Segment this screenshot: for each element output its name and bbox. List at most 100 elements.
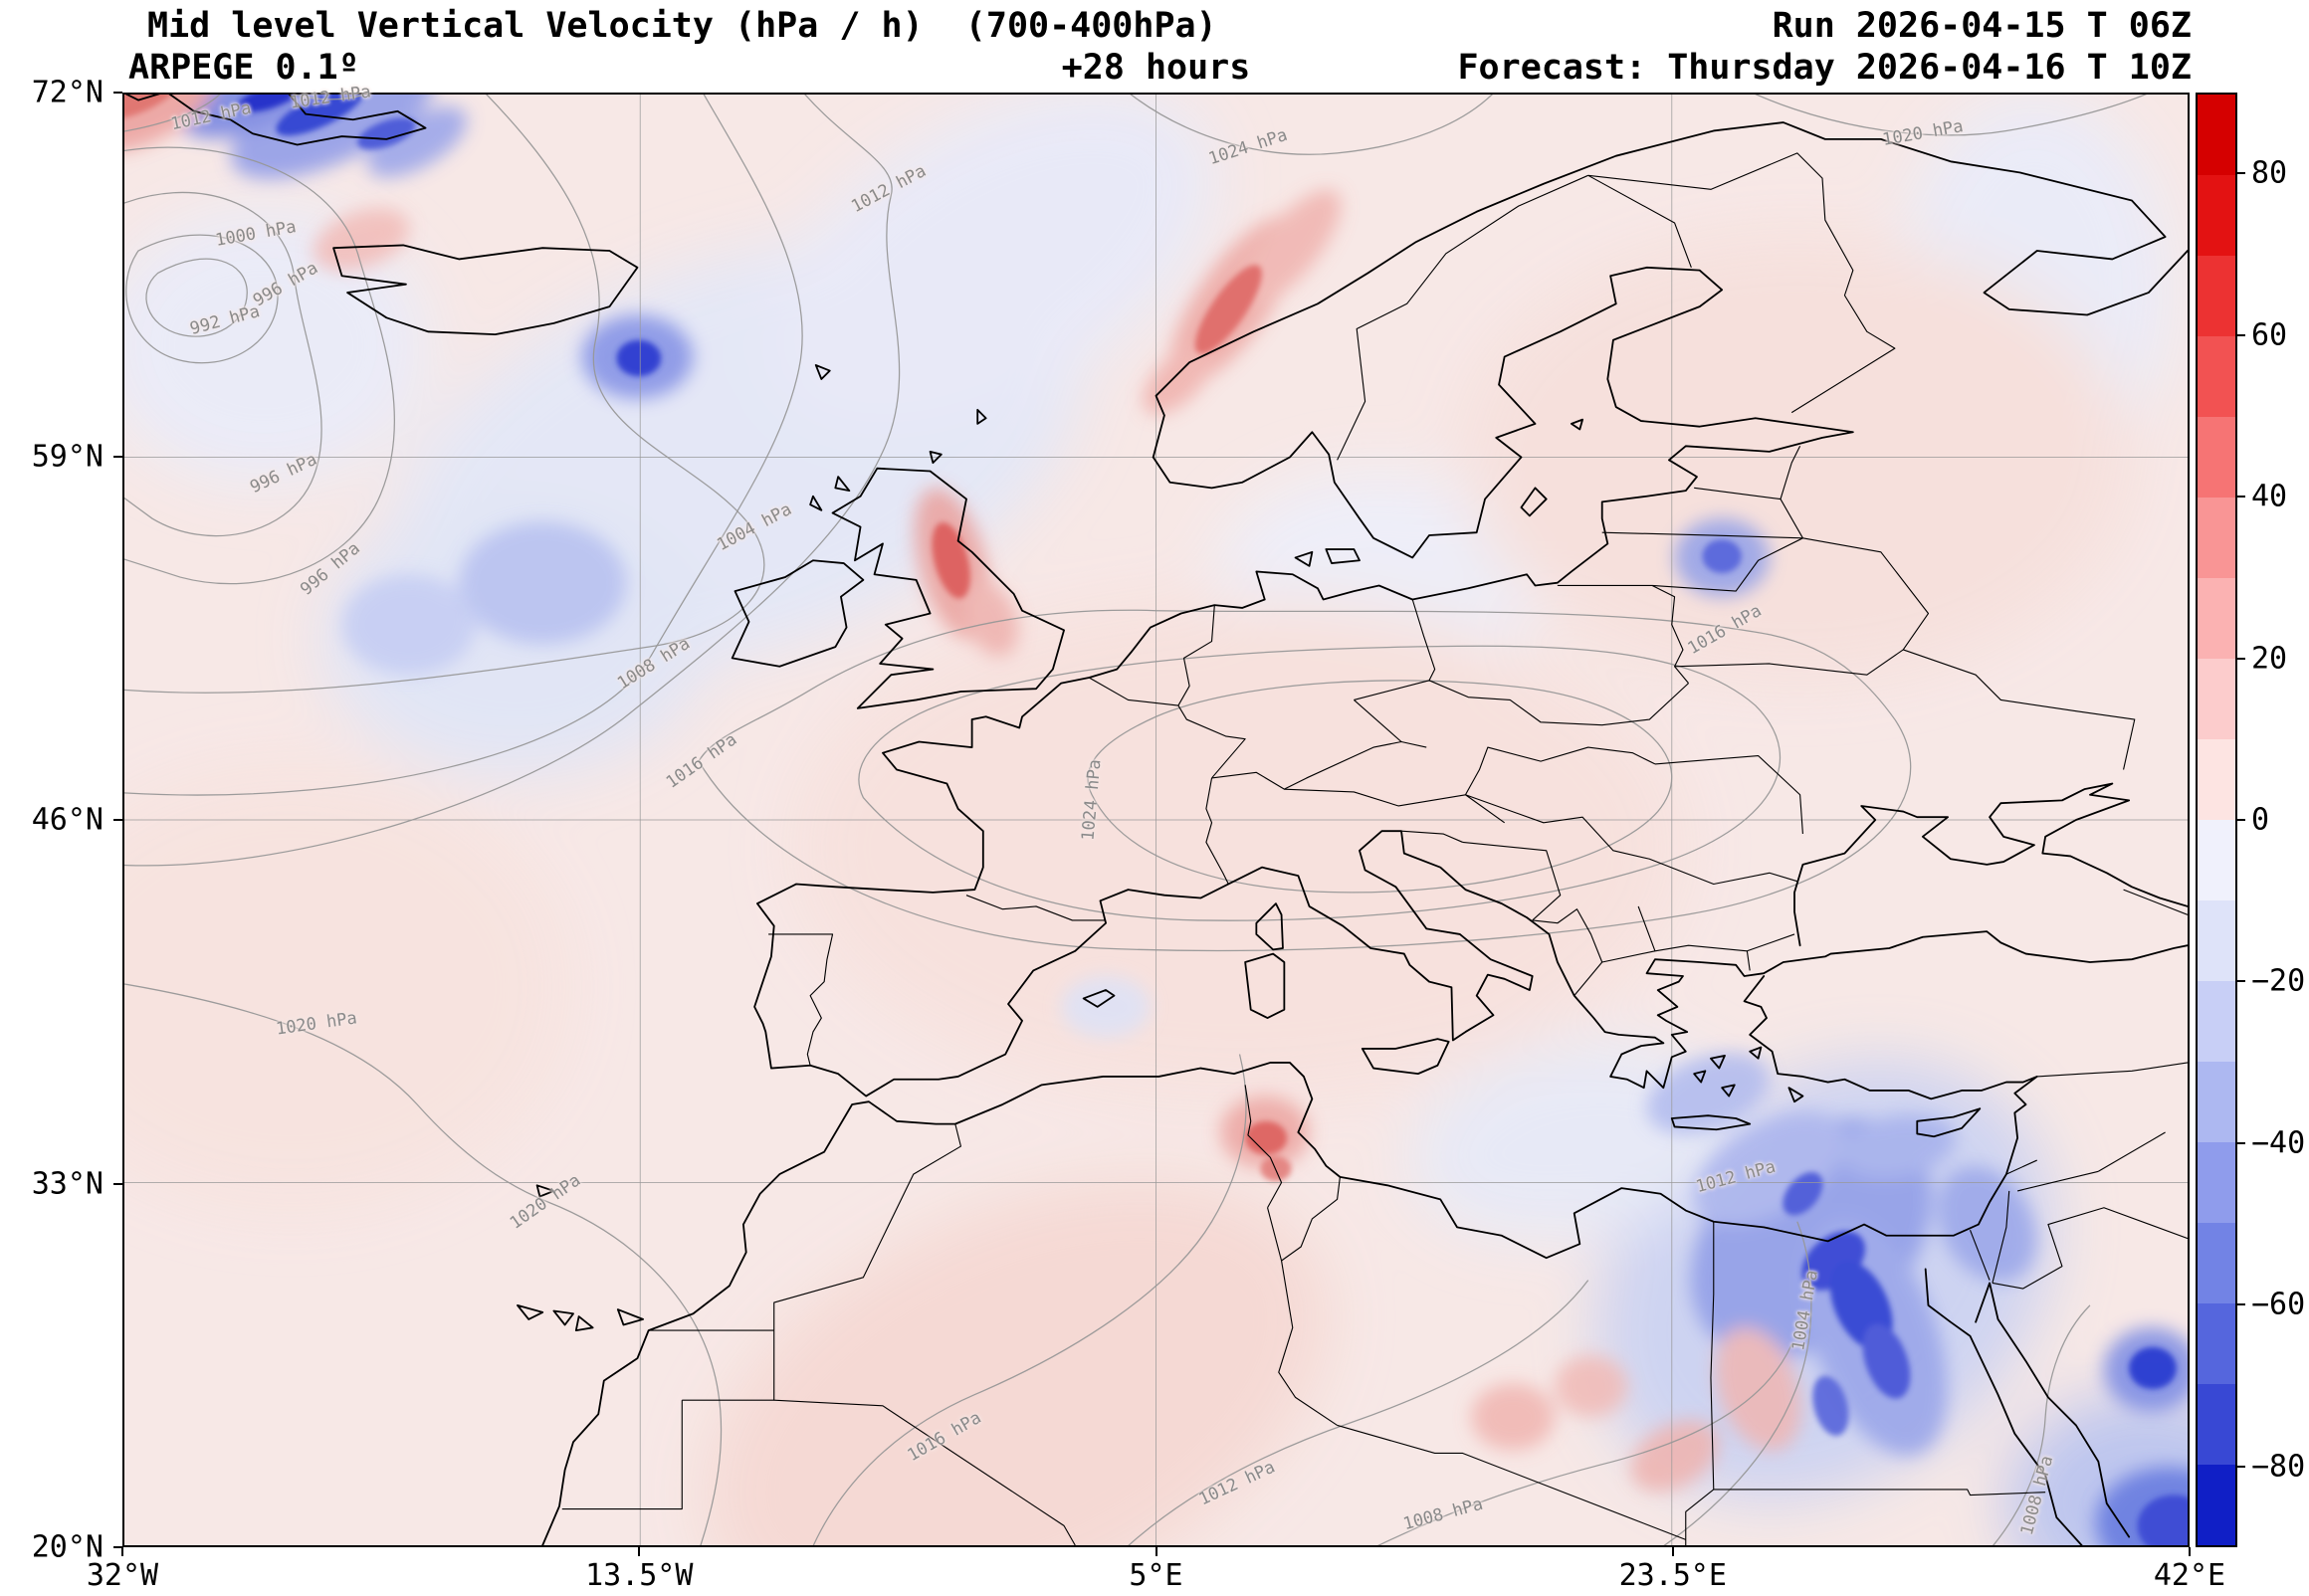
forecast-valid-label: Forecast: Thursday 2026-04-16 T 10Z	[1457, 48, 2192, 88]
colorbar-segment	[2198, 659, 2235, 739]
isobar-path	[1130, 95, 1493, 155]
colorbar-segment	[2198, 256, 2235, 336]
vertical-velocity-map	[124, 95, 2188, 1545]
border-path	[1652, 537, 1803, 592]
vv-blob	[1245, 1120, 1288, 1155]
y-tick-label: 46°N	[31, 802, 104, 838]
isobar-path	[145, 258, 248, 337]
country-borders	[561, 152, 2188, 1545]
border-path	[1574, 961, 1603, 997]
isobar-path	[124, 983, 723, 1545]
colorbar-segment	[2198, 417, 2235, 498]
colorbar-labels: 80 60 40 20 0 −20 −40 −60 −80	[2251, 93, 2309, 1547]
border-path	[1177, 605, 1215, 706]
colorbar-tick-label: 20	[2251, 641, 2288, 677]
border-path	[1637, 905, 1795, 952]
vv-blob	[932, 522, 970, 599]
border-path	[1354, 699, 1402, 742]
vv-blob	[1061, 976, 1151, 1038]
colorbar-tick	[2237, 980, 2245, 983]
isobar-path	[1377, 1343, 1792, 1545]
isobar-path	[812, 1054, 1247, 1545]
vv-blob	[1238, 189, 1342, 306]
vv-blob	[237, 95, 302, 112]
border-path	[1205, 777, 1229, 885]
colorbar	[2196, 93, 2237, 1547]
vv-blob	[1471, 1383, 1556, 1451]
colorbar-tick	[2237, 333, 2245, 336]
border-path	[1337, 1424, 1686, 1540]
vv-blob	[1260, 1155, 1292, 1182]
vv-blob	[124, 763, 571, 1211]
x-tick	[638, 1547, 641, 1556]
colorbar-segment	[2198, 981, 2235, 1062]
colorbar-tick	[2237, 1141, 2245, 1144]
vv-blob	[1702, 539, 1742, 573]
longitude-axis: 32°W 13.5°W 5°E 23.5°E 42°E	[87, 1558, 2225, 1594]
lead-time-label: +28 hours	[1061, 48, 1251, 88]
colorbar-tick	[2237, 819, 2245, 821]
vv-blob	[1812, 1375, 1849, 1436]
border-path	[1400, 830, 1463, 843]
border-path	[1694, 446, 1801, 500]
coastline-path	[731, 559, 865, 668]
border-path	[1464, 746, 1656, 796]
border-path	[1088, 677, 1246, 779]
border-path	[1654, 754, 1803, 835]
chart-title: Mid level Vertical Velocity (hPa / h) (7…	[147, 6, 1217, 46]
y-tick-label: 20°N	[31, 1529, 104, 1565]
isobar-path	[124, 95, 803, 796]
coastline-path	[1975, 1282, 2131, 1538]
map-plot: 1012 hPa 1012 hPa 1000 hPa 996 hPa 992 hPa 99…	[122, 82, 2190, 1547]
border-path	[1244, 1085, 1283, 1209]
coastline-path	[1924, 1268, 2083, 1545]
isobar-path	[124, 95, 765, 694]
y-tick-label: 72°N	[31, 75, 104, 110]
coastline-path	[1152, 121, 2188, 459]
vv-blob	[1143, 343, 1214, 415]
border-path	[2123, 889, 2188, 915]
vv-field-patches	[124, 95, 2188, 1545]
isobar-path	[698, 609, 1912, 952]
colorbar-ticks	[2237, 93, 2245, 1547]
vv-blob	[1862, 1323, 1911, 1399]
coastline-path	[753, 266, 2188, 1097]
vv-blob	[1646, 1053, 1770, 1134]
vv-blob	[1194, 265, 1262, 354]
x-tick	[1154, 1547, 1157, 1556]
y-tick	[113, 1546, 122, 1548]
colorbar-segment	[2198, 175, 2235, 256]
vv-blob	[1630, 1420, 1719, 1493]
run-label: Run 2026-04-15 T 06Z	[1772, 6, 2192, 46]
isobar-path	[125, 234, 279, 364]
border-path	[1267, 1176, 1341, 1262]
vv-blob	[2129, 1346, 2177, 1389]
vv-blob	[702, 1179, 1332, 1545]
border-path	[1992, 1190, 2010, 1284]
border-path	[965, 895, 1107, 921]
border-path	[2005, 1159, 2037, 1175]
border-path	[2098, 1131, 2166, 1172]
grid-lines	[124, 95, 2188, 1545]
colorbar-tick-label: −20	[2251, 963, 2306, 999]
x-tick-label: 5°E	[1129, 1558, 1183, 1593]
border-path	[1284, 788, 1466, 807]
border-path	[1710, 1221, 1715, 1490]
border-path	[2016, 1170, 2099, 1192]
border-path	[1532, 908, 1656, 963]
vv-blob	[1555, 1355, 1627, 1418]
colorbar-segment	[2198, 1384, 2235, 1465]
coastline-path	[831, 467, 1065, 709]
colorbar-segment	[2198, 900, 2235, 981]
vv-field-cores	[124, 95, 2188, 1545]
border-path	[1278, 1260, 1338, 1426]
border-path	[773, 1123, 961, 1331]
isobar-path	[1992, 1304, 2091, 1545]
border-path	[1587, 174, 1692, 269]
vv-blob	[760, 95, 1217, 437]
border-path	[1465, 794, 1505, 824]
isobar-path	[124, 191, 322, 537]
x-tick	[121, 1547, 123, 1556]
colorbar-tick-label: 60	[2251, 317, 2288, 353]
x-tick	[2189, 1547, 2191, 1556]
